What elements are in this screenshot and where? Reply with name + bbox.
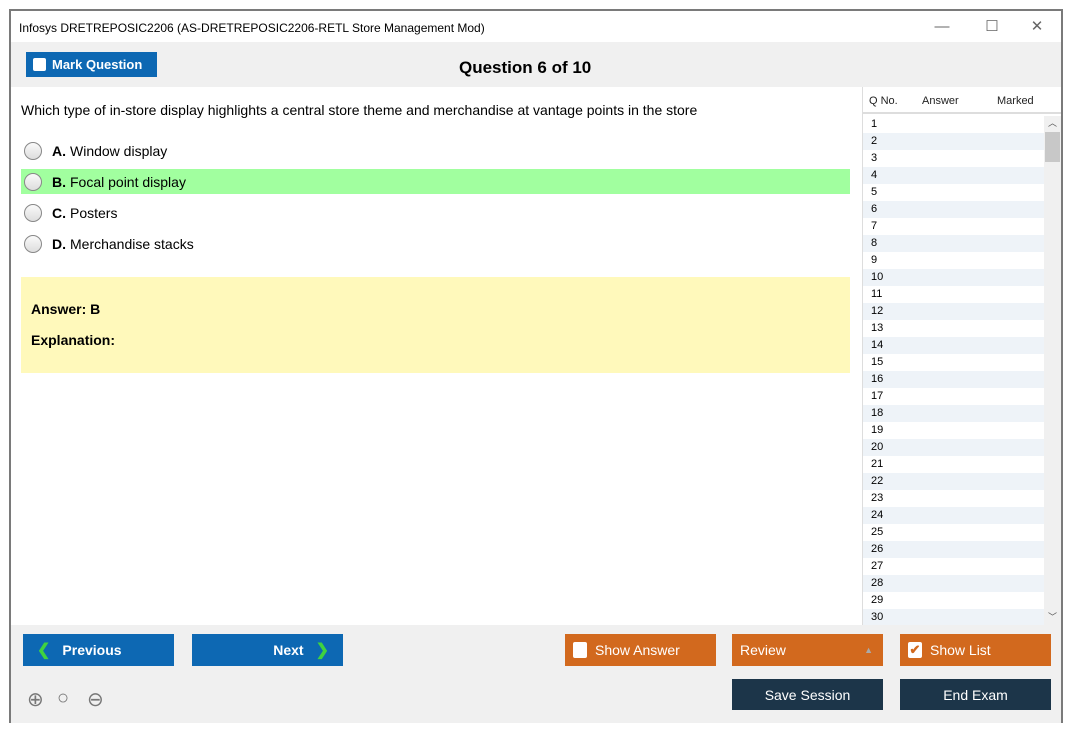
toolbar: Mark Question Question 6 of 10 [11,42,1061,87]
list-item[interactable]: 7 [871,220,878,232]
option-c[interactable]: C. Posters [21,200,850,225]
review-label: Review [740,642,786,658]
scrollbar[interactable]: ︿ ﹀ [1044,116,1061,625]
option-text: Merchandise stacks [70,235,194,252]
question-list: Q No. Answer Marked 1 2 3 4 5 6 7 8 9 10 11 12 13 14 1… [862,87,1061,626]
list-item[interactable]: 6 [863,201,1045,218]
chevron-right-icon: ❯ [315,642,329,659]
header-marked: Marked [997,95,1034,107]
list-item[interactable]: 28 [863,575,1045,592]
list-item[interactable]: 2 [863,133,1045,150]
radio-icon[interactable] [24,234,42,253]
list-item[interactable]: 5 [871,186,878,198]
previous-button[interactable]: ❮ Previous [23,634,174,666]
radio-icon[interactable] [24,172,42,191]
list-item[interactable]: 26 [863,541,1045,558]
end-exam-button[interactable]: End Exam [900,679,1051,710]
option-letter: A. [52,142,66,159]
header-qno: Q No. [869,95,898,107]
list-item[interactable]: 9 [871,254,878,266]
previous-label: Previous [62,642,122,658]
list-item[interactable]: 24 [863,507,1045,524]
answer-box: Answer: B Explanation: [21,277,850,373]
show-list-label: Show List [930,642,991,658]
option-b[interactable]: B. Focal point display [21,169,850,194]
list-item[interactable]: 11 [871,288,883,300]
show-list-button[interactable]: ✔ Show List [900,634,1051,666]
app-window: Infosys DRETREPOSIC2206 (AS-DRETREPOSIC2… [9,9,1063,723]
option-text: Window display [70,142,168,159]
list-item[interactable]: 27 [871,560,884,572]
list-item[interactable]: 16 [863,371,1045,388]
mark-question-button[interactable]: Mark Question [26,52,157,77]
list-item[interactable]: 12 [863,303,1045,320]
minimize-button[interactable]: — [934,18,950,35]
next-button[interactable]: Next ❯ [192,634,343,666]
option-letter: D. [52,235,66,252]
question-panel: Which type of in-store display highlight… [11,87,861,625]
question-counter: Question 6 of 10 [459,58,592,77]
list-item[interactable]: 19 [871,424,884,436]
list-item[interactable]: 3 [871,152,878,164]
list-item[interactable]: 25 [871,526,884,538]
radio-icon[interactable] [24,203,42,222]
option-text: Posters [70,204,118,221]
explanation-label: Explanation: [31,332,116,348]
review-dropdown[interactable]: Review ▲ [732,634,883,666]
list-item[interactable]: 22 [863,473,1045,490]
next-label: Next [273,642,304,658]
option-letter: B. [52,173,66,190]
option-letter: C. [52,204,66,221]
list-item[interactable]: 30 [863,609,1045,626]
list-item[interactable]: 29 [871,594,884,606]
mark-question-label: Mark Question [52,57,143,72]
scroll-down-icon[interactable]: ﹀ [1047,612,1057,622]
list-item[interactable]: 14 [863,337,1045,354]
list-item[interactable]: 23 [871,492,884,504]
scroll-up-icon[interactable]: ︿ [1047,118,1057,128]
show-answer-label: Show Answer [595,642,680,658]
title-bar: Infosys DRETREPOSIC2206 (AS-DRETREPOSIC2… [11,11,1061,42]
zoom-reset-icon[interactable]: ○ [57,687,70,709]
chevron-left-icon: ❮ [37,642,51,659]
option-a[interactable]: A. Window display [21,138,850,163]
scroll-thumb[interactable] [1045,132,1060,162]
list-item[interactable]: 17 [871,390,884,402]
list-item[interactable]: 10 [863,269,1045,286]
list-item[interactable]: 8 [863,235,1045,252]
list-item[interactable]: 1 [871,118,878,130]
list-item[interactable]: 4 [863,167,1045,184]
list-item[interactable]: 20 [863,439,1045,456]
checkbox-icon [33,58,46,71]
list-item[interactable]: 13 [871,322,884,334]
window-title: Infosys DRETREPOSIC2206 (AS-DRETREPOSIC2… [19,21,485,35]
radio-icon[interactable] [24,141,42,160]
zoom-in-icon[interactable]: ⊕ [27,689,44,711]
list-item[interactable]: 15 [871,356,884,368]
show-answer-button[interactable]: Show Answer [565,634,716,666]
question-text: Which type of in-store display highlight… [21,102,698,118]
answer-text: Answer: B [31,301,101,317]
maximize-button[interactable]: ☐ [985,18,999,35]
list-item[interactable]: 21 [871,458,884,470]
close-button[interactable]: ✕ [1030,18,1044,35]
header-answer: Answer [922,95,959,107]
list-rows: 1 2 3 4 5 6 7 8 9 10 11 12 13 14 15 16 17 18 19 20 21 22 23 24 2… [863,116,1045,626]
footer: ❮ Previous Next ❯ Show Answer Review ▲ ✔ Sho… [11,625,1061,723]
save-session-button[interactable]: Save Session [732,679,883,710]
checkmark-icon[interactable]: ✔ [908,642,922,658]
list-header: Q No. Answer Marked [863,87,1061,114]
option-text: Focal point display [70,173,186,190]
option-d[interactable]: D. Merchandise stacks [21,231,850,256]
caret-up-icon: ▲ [864,645,873,655]
zoom-out-icon[interactable]: ⊖ [87,689,104,711]
list-item[interactable]: 18 [863,405,1045,422]
checkbox-icon[interactable] [573,642,587,658]
